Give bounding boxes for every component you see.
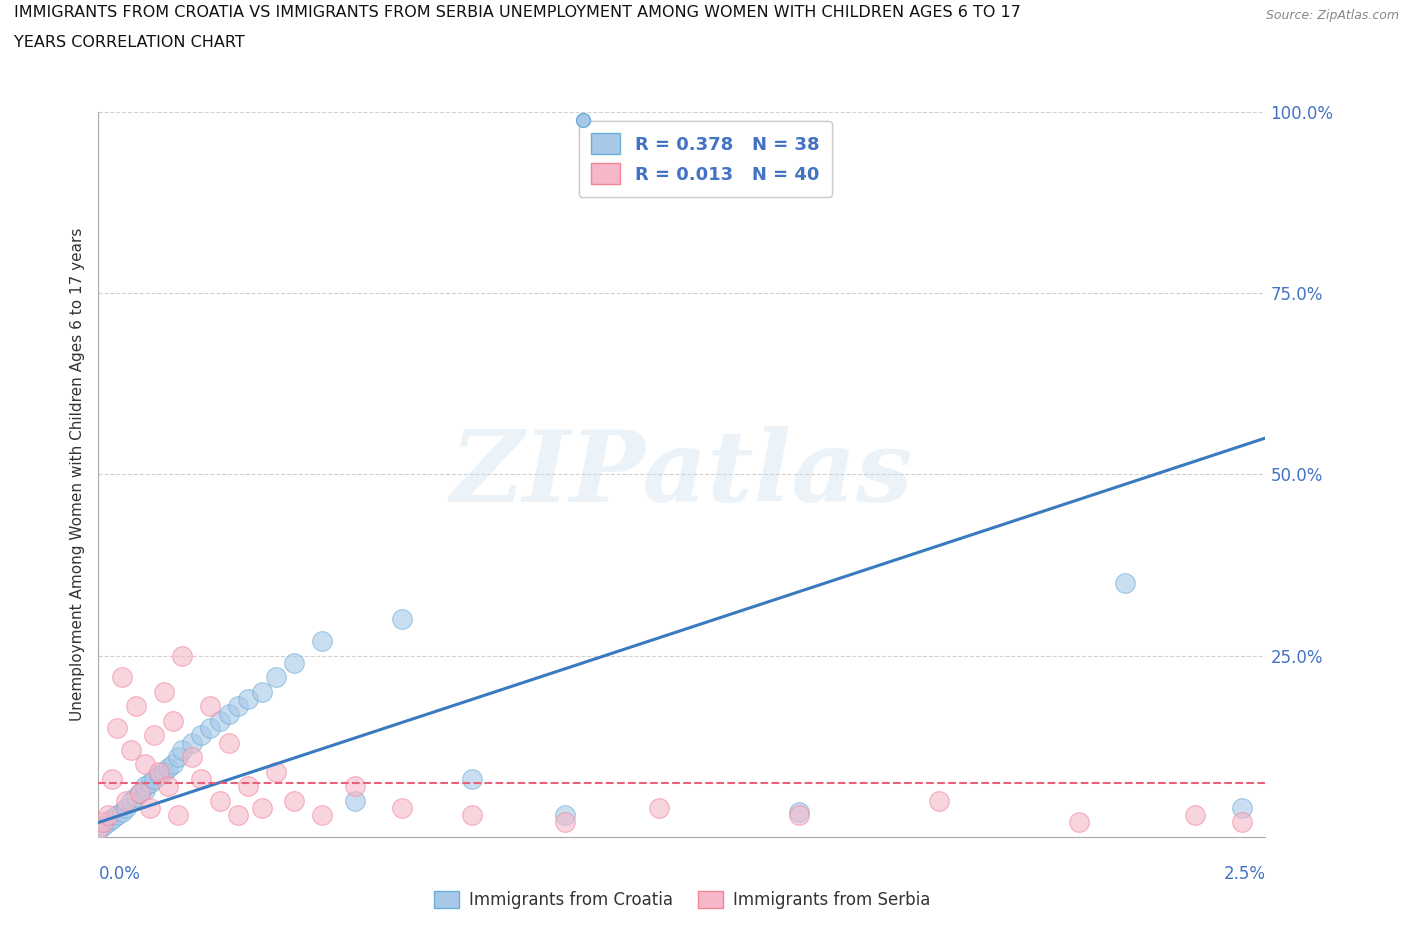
Point bbox=[218, 736, 240, 751]
Point bbox=[236, 778, 259, 793]
Point bbox=[139, 801, 162, 816]
Point bbox=[344, 778, 367, 793]
Point bbox=[228, 699, 250, 714]
Text: Source: ZipAtlas.com: Source: ZipAtlas.com bbox=[1265, 9, 1399, 22]
Point bbox=[647, 801, 669, 816]
Point bbox=[152, 684, 174, 699]
Point bbox=[111, 670, 134, 684]
Point bbox=[1114, 576, 1136, 591]
Point bbox=[1184, 808, 1206, 823]
Point bbox=[87, 822, 110, 837]
Point bbox=[129, 786, 152, 801]
Point bbox=[120, 793, 142, 808]
Point bbox=[228, 808, 250, 823]
Point bbox=[172, 742, 194, 757]
Point bbox=[180, 750, 202, 764]
Point bbox=[111, 804, 134, 819]
Point bbox=[200, 721, 222, 736]
Point bbox=[120, 742, 142, 757]
Point bbox=[97, 815, 120, 830]
Point bbox=[97, 808, 120, 823]
Point bbox=[250, 684, 273, 699]
Point bbox=[218, 706, 240, 721]
Point bbox=[1230, 801, 1253, 816]
Point bbox=[180, 736, 202, 751]
Point bbox=[157, 761, 180, 776]
Point bbox=[208, 713, 231, 728]
Text: 0.0%: 0.0% bbox=[98, 865, 141, 883]
Point bbox=[311, 808, 333, 823]
Point bbox=[264, 764, 287, 779]
Point bbox=[166, 750, 188, 764]
Text: IMMIGRANTS FROM CROATIA VS IMMIGRANTS FROM SERBIA UNEMPLOYMENT AMONG WOMEN WITH : IMMIGRANTS FROM CROATIA VS IMMIGRANTS FR… bbox=[14, 5, 1021, 20]
Point bbox=[134, 782, 156, 797]
Point bbox=[166, 808, 188, 823]
Point bbox=[134, 757, 156, 772]
Point bbox=[787, 808, 810, 823]
Point bbox=[125, 790, 148, 804]
Point bbox=[143, 728, 166, 743]
Point bbox=[554, 808, 576, 823]
Point bbox=[115, 801, 138, 816]
Point bbox=[125, 699, 148, 714]
Point bbox=[101, 772, 124, 787]
Point bbox=[101, 811, 124, 827]
Point bbox=[554, 815, 576, 830]
Point bbox=[162, 757, 184, 772]
Point bbox=[236, 692, 259, 707]
Point bbox=[208, 793, 231, 808]
Point bbox=[928, 793, 950, 808]
Point bbox=[148, 764, 170, 779]
Point bbox=[283, 656, 305, 671]
Point bbox=[311, 633, 333, 648]
Y-axis label: Unemployment Among Women with Children Ages 6 to 17 years: Unemployment Among Women with Children A… bbox=[69, 228, 84, 721]
Point bbox=[157, 778, 180, 793]
Point bbox=[200, 699, 222, 714]
Point bbox=[264, 670, 287, 684]
Point bbox=[143, 772, 166, 787]
Text: YEARS CORRELATION CHART: YEARS CORRELATION CHART bbox=[14, 35, 245, 50]
Text: 2.5%: 2.5% bbox=[1223, 865, 1265, 883]
Text: ZIPatlas: ZIPatlas bbox=[451, 426, 912, 523]
Point bbox=[134, 778, 156, 793]
Point bbox=[250, 801, 273, 816]
Point bbox=[105, 721, 128, 736]
Point bbox=[105, 808, 128, 823]
Point bbox=[172, 648, 194, 663]
Point bbox=[162, 713, 184, 728]
Point bbox=[148, 768, 170, 783]
Point bbox=[283, 793, 305, 808]
Point bbox=[91, 815, 114, 830]
Point bbox=[139, 776, 162, 790]
Point bbox=[1067, 815, 1090, 830]
Point bbox=[87, 822, 110, 837]
Point bbox=[115, 793, 138, 808]
Point bbox=[129, 786, 152, 801]
Point bbox=[461, 808, 484, 823]
Point bbox=[190, 772, 212, 787]
Point bbox=[1230, 815, 1253, 830]
Point bbox=[344, 793, 367, 808]
Point bbox=[787, 804, 810, 819]
Legend: Immigrants from Croatia, Immigrants from Serbia: Immigrants from Croatia, Immigrants from… bbox=[427, 884, 936, 916]
Point bbox=[391, 612, 413, 627]
Point bbox=[152, 764, 174, 779]
Point bbox=[91, 818, 114, 833]
Point bbox=[391, 801, 413, 816]
Point bbox=[461, 772, 484, 787]
Point bbox=[190, 728, 212, 743]
